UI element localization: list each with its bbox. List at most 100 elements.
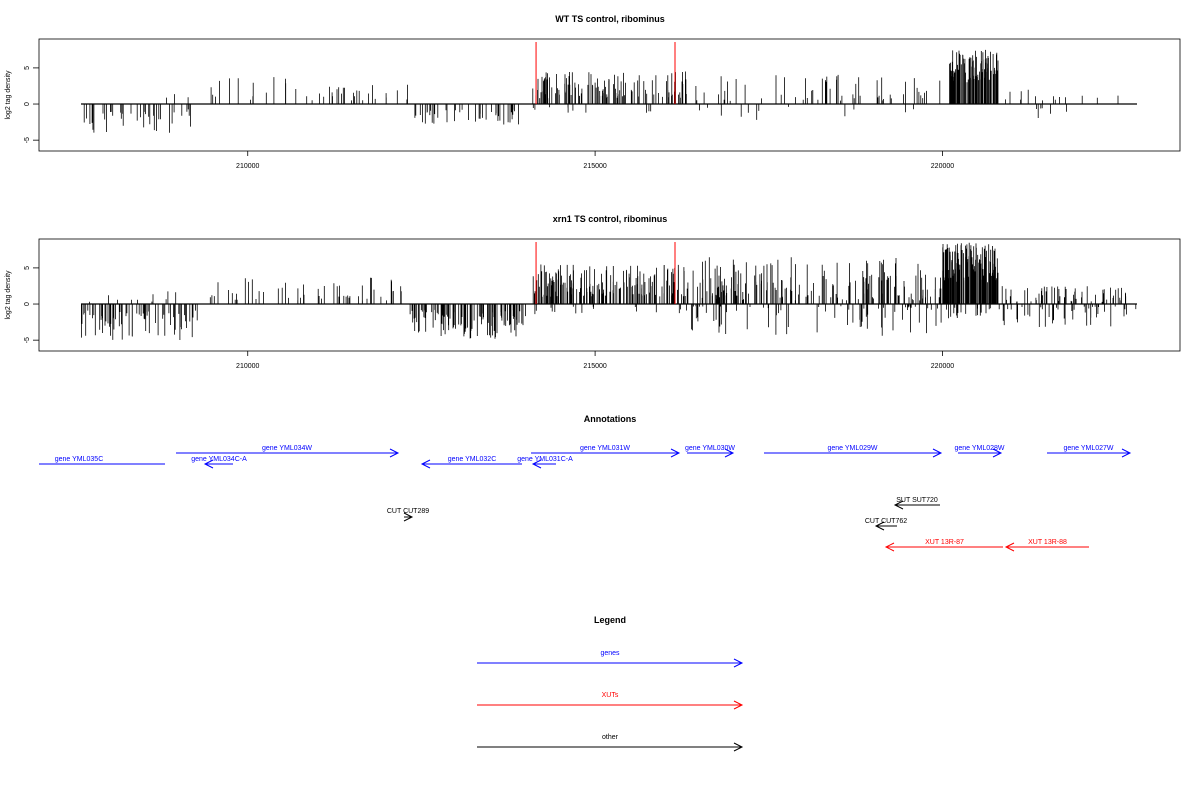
coverage-cluster	[686, 304, 942, 336]
annotation-feature: gene YML031W	[531, 445, 681, 458]
annotation-feature: gene YML027W	[1047, 445, 1132, 458]
coverage-cluster	[1036, 104, 1067, 118]
annotation-feature: CUT CUT762	[865, 518, 907, 531]
coverage-cluster	[210, 77, 408, 104]
annotation-features: gene YML035C gene YML034C-A gene YML034W ge…	[39, 445, 1132, 552]
arrow-left-icon	[531, 459, 542, 469]
xrn1-panel-title: xrn1 TS control, ribominus	[553, 214, 668, 224]
annotation-feature: gene YML029W	[764, 445, 943, 458]
feature-label: gene YML029W	[827, 445, 877, 452]
y-tick-label: 0	[24, 302, 31, 306]
legend-entry: XUTs	[477, 692, 744, 710]
coverage-cluster	[946, 304, 991, 319]
annotation-feature: gene YML032C	[420, 456, 522, 469]
arrow-right-icon	[733, 658, 744, 668]
arrow-right-icon	[1121, 448, 1132, 458]
annotation-feature: gene YML034W	[176, 445, 400, 458]
coverage-cluster	[532, 264, 686, 304]
xrn1-axes: -5 0 5 210000 215000 220000	[24, 266, 954, 370]
wt-y-axis-label: log2 tag density	[5, 70, 12, 120]
xrn1-coverage-bars	[81, 242, 1137, 340]
arrow-left-icon	[203, 459, 214, 469]
feature-label: XUT 13R-88	[1028, 539, 1067, 546]
coverage-cluster	[1001, 286, 1127, 304]
arrow-left-icon	[884, 542, 895, 552]
coverage-cluster	[686, 257, 942, 304]
x-tick-label: 220000	[931, 363, 954, 370]
x-tick-label: 210000	[236, 363, 259, 370]
feature-label: gene YML034W	[262, 445, 312, 452]
x-tick-label: 215000	[583, 163, 606, 170]
coverage-cluster	[534, 304, 681, 315]
feature-label: gene YML031W	[580, 445, 630, 452]
coverage-cluster	[532, 104, 652, 113]
annotation-feature: CUT CUT289	[387, 508, 429, 522]
feature-label: XUT 13R-87	[925, 539, 964, 546]
x-tick-label: 210000	[236, 163, 259, 170]
arrow-right-icon	[403, 512, 414, 522]
annotation-feature: gene YML030W	[685, 445, 735, 458]
legend-label: XUTs	[602, 692, 619, 699]
legend-entry: genes	[477, 650, 744, 668]
coverage-cluster	[209, 277, 402, 304]
wt-plot-frame	[38, 38, 1181, 152]
coverage-cluster	[1005, 89, 1119, 104]
coverage-cluster	[83, 104, 170, 133]
legend-label: genes	[600, 650, 620, 657]
feature-label: gene YML028W	[954, 445, 1004, 452]
y-tick-label: 5	[24, 66, 31, 70]
x-tick-label: 215000	[583, 363, 606, 370]
legend: Legend genes XUTs other	[477, 615, 744, 752]
coverage-cluster	[157, 304, 166, 336]
xrn1-plot-frame	[38, 238, 1181, 352]
coverage-cluster	[409, 304, 526, 339]
feature-label: gene YML031C-A	[517, 456, 573, 463]
coverage-cluster	[166, 94, 189, 104]
feature-label: CUT CUT762	[865, 518, 907, 525]
x-tick-label: 220000	[931, 163, 954, 170]
arrow-right-icon	[724, 448, 735, 458]
wt-coverage-bars	[81, 42, 1137, 133]
feature-label: gene YML035C	[55, 456, 104, 463]
arrow-right-icon	[932, 448, 943, 458]
coverage-cluster	[414, 104, 519, 125]
xrn1-coverage-panel: xrn1 TS control, ribominus log2 tag dens…	[5, 214, 1181, 370]
annotation-feature: XUT 13R-87	[884, 539, 1003, 552]
coverage-cluster	[942, 242, 999, 304]
arrow-left-icon	[874, 521, 885, 531]
arrow-left-icon	[420, 459, 431, 469]
annotation-feature: gene YML035C	[39, 456, 165, 465]
feature-label: gene YML030W	[685, 445, 735, 452]
legend-label: other	[602, 734, 619, 741]
annotations-title: Annotations	[584, 414, 637, 424]
feature-label: gene YML027W	[1063, 445, 1113, 452]
xrn1-y-axis-label: log2 tag density	[5, 270, 12, 320]
y-tick-label: -5	[24, 137, 31, 143]
wt-axes: -5 0 5 210000 215000 220000	[24, 66, 954, 170]
arrow-left-icon	[1004, 542, 1015, 552]
feature-label: SUT SUT720	[896, 497, 938, 504]
feature-label: gene YML034C-A	[191, 456, 247, 463]
coverage-cluster	[532, 71, 686, 104]
y-tick-label: 0	[24, 102, 31, 106]
arrow-right-icon	[733, 742, 744, 752]
feature-label: gene YML032C	[448, 456, 497, 463]
wt-panel-title: WT TS control, ribominus	[555, 14, 665, 24]
coverage-cluster	[81, 304, 198, 340]
arrow-right-icon	[992, 448, 1003, 458]
coverage-cluster	[171, 104, 191, 127]
coverage-cluster	[949, 49, 999, 104]
annotation-feature: XUT 13R-88	[1004, 539, 1089, 552]
coverage-cluster	[89, 291, 177, 304]
coverage-cluster	[699, 104, 914, 120]
wt-coverage-panel: WT TS control, ribominus log2 tag densit…	[5, 14, 1181, 170]
feature-label: CUT CUT289	[387, 508, 429, 515]
legend-items: genes XUTs other	[477, 650, 744, 752]
annotation-feature: gene YML028W	[954, 445, 1005, 458]
annotation-feature: gene YML034C-A	[191, 456, 247, 469]
annotation-feature: gene YML031C-A	[517, 456, 573, 469]
annotation-track: Annotations gene YML035C gene YML034C-Age…	[39, 414, 1132, 552]
coverage-cluster	[685, 74, 941, 104]
coverage-cluster	[998, 304, 1137, 327]
